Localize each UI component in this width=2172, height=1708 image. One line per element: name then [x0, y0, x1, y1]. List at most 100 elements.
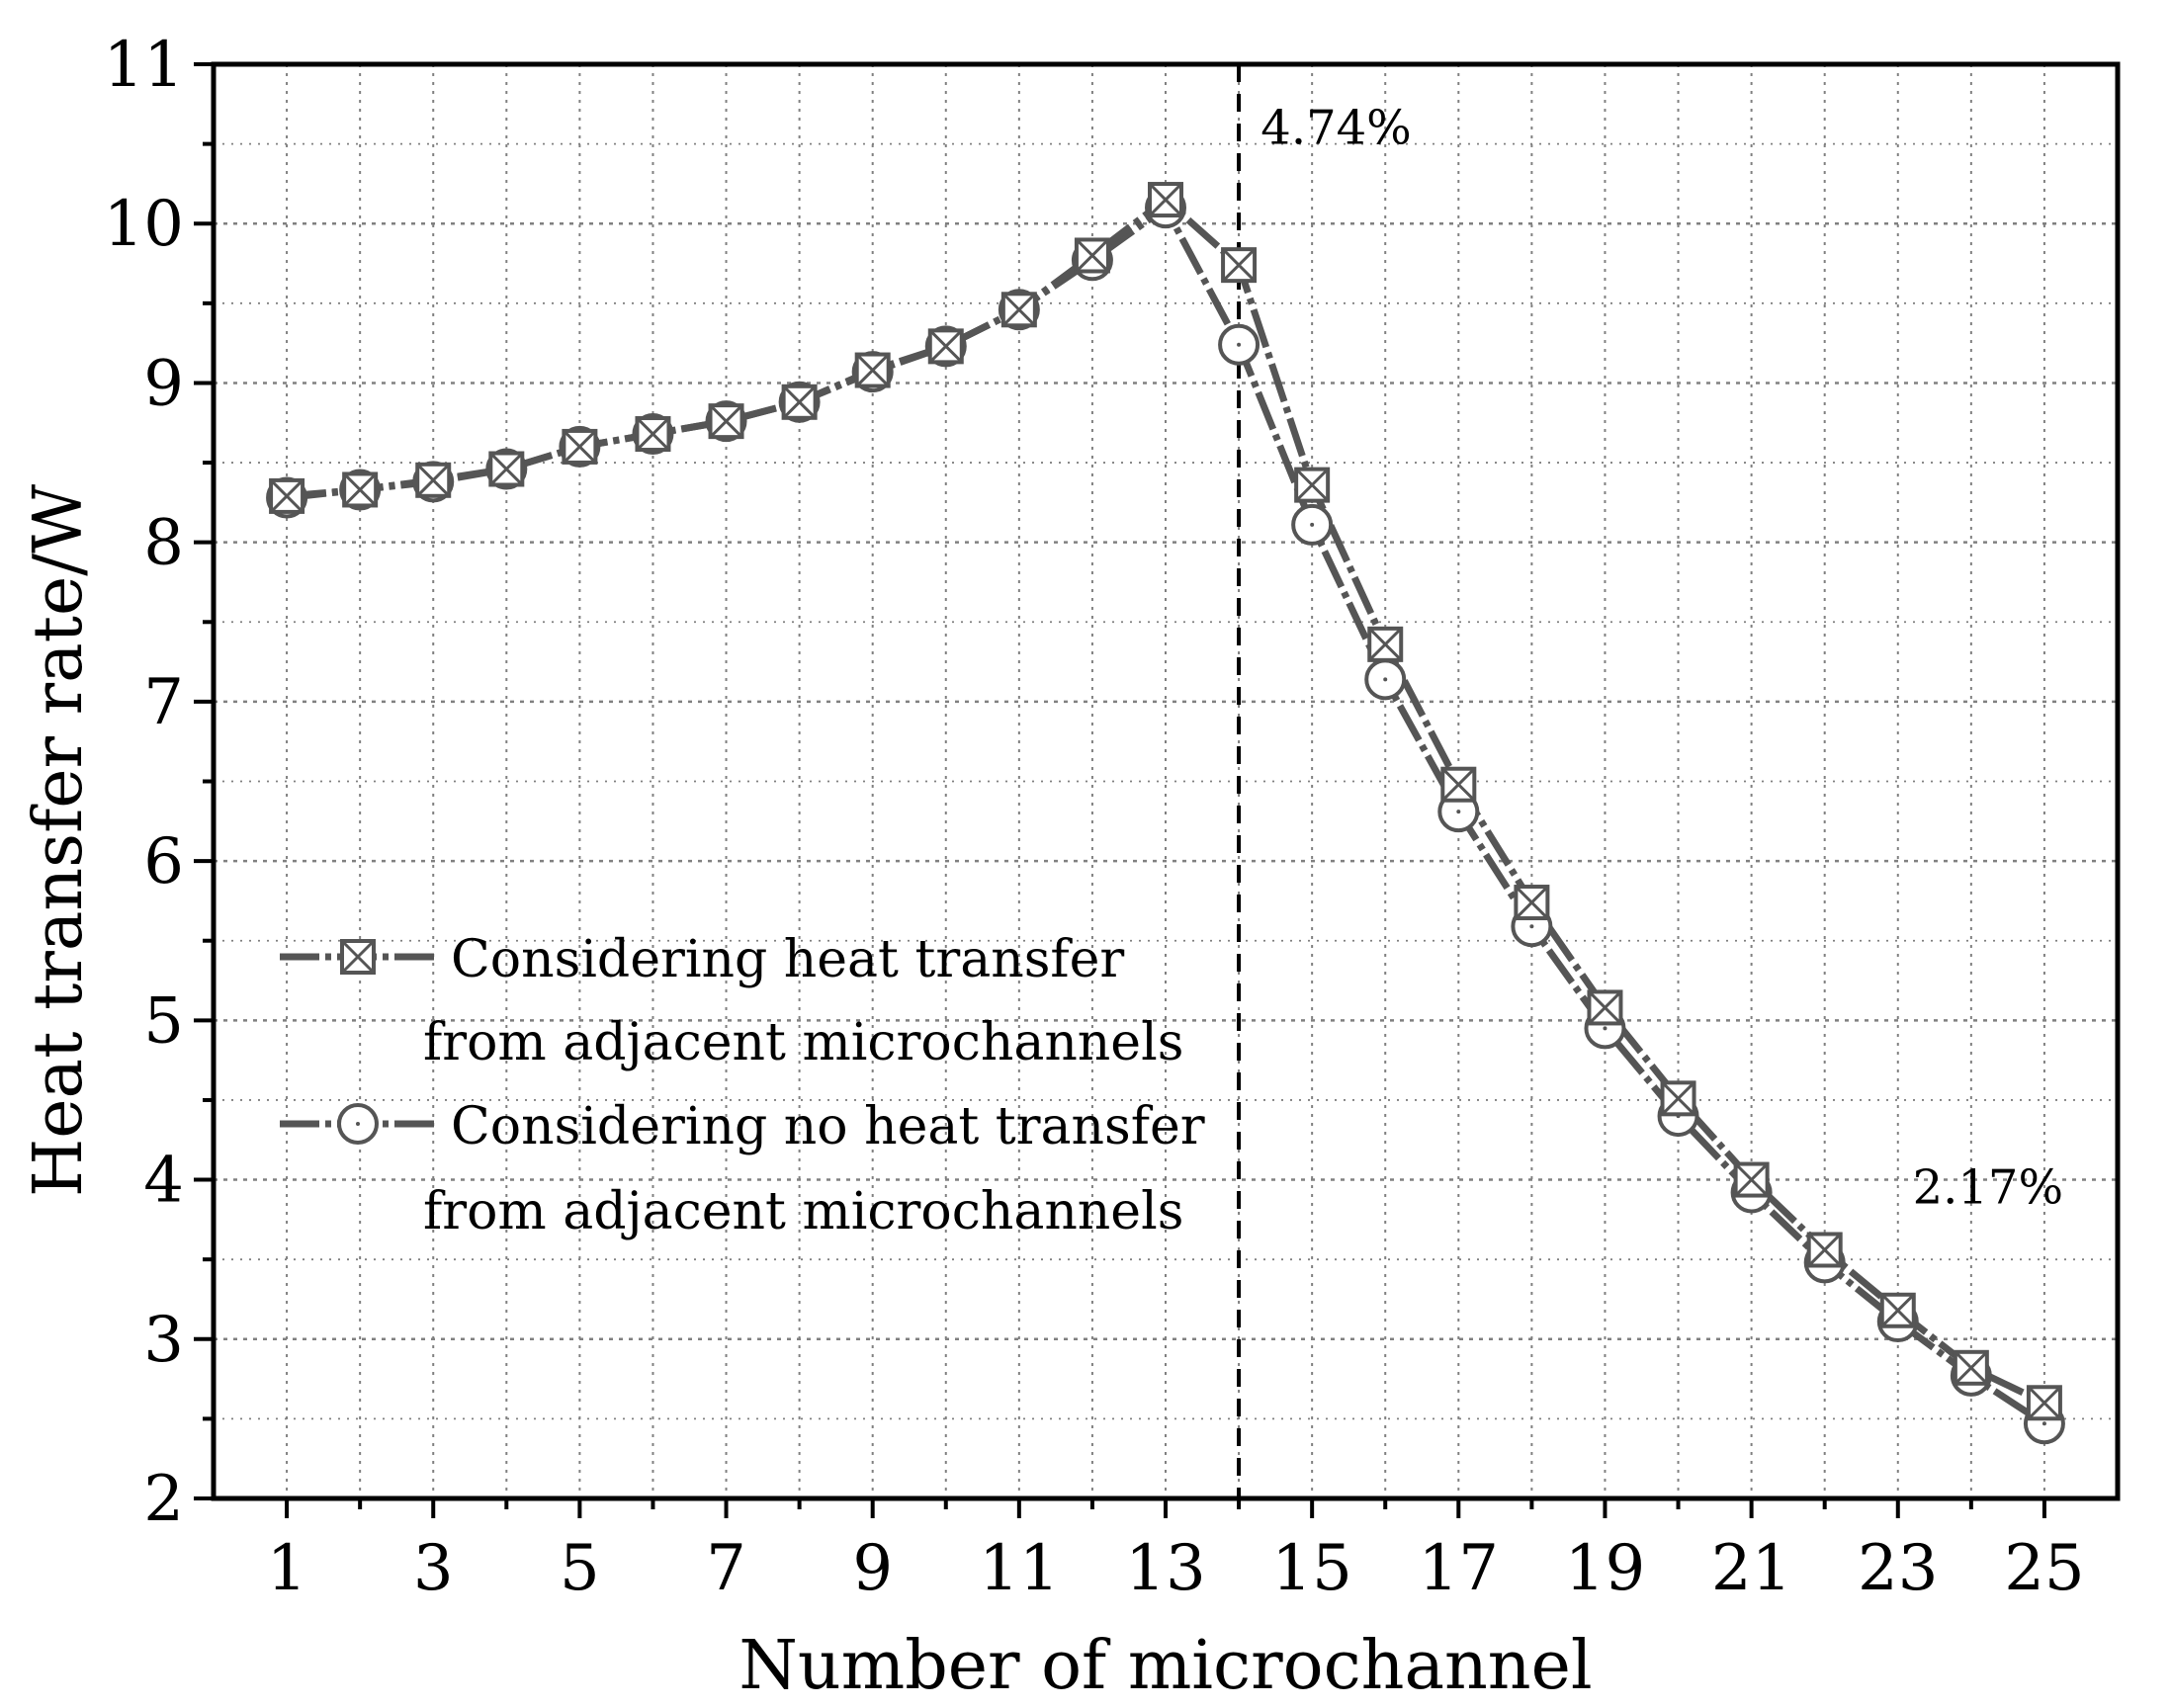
data-point-series-1 [635, 416, 671, 453]
marker-cross-b [1954, 1350, 1988, 1385]
marker-dot [1456, 810, 1461, 814]
marker-cross-b [563, 429, 597, 464]
series-group [266, 182, 2065, 1445]
marker-dot [2042, 1421, 2046, 1426]
legend-marker-circle [337, 1103, 379, 1145]
data-point-series-1 [1294, 467, 1331, 503]
data-point-series-1 [562, 428, 598, 465]
marker-cross-b [782, 384, 817, 419]
marker-cross-b [1295, 468, 1330, 502]
marker-cross-b [1368, 627, 1403, 661]
data-point-series-1 [1587, 989, 1623, 1026]
marker-dot [1383, 677, 1388, 682]
legend-symbol-square-x [280, 939, 437, 975]
legend-label-series-2-line-1: Considering no heat transfer [451, 1097, 1205, 1156]
x-tick-label: 25 [2004, 1532, 2084, 1605]
data-point-series-1 [1367, 626, 1404, 662]
y-tick-label: 7 [143, 666, 184, 739]
x-tick-label: 23 [1858, 1532, 1938, 1605]
marker-cross-b [1734, 1162, 1769, 1197]
y-tick-label: 10 [104, 188, 184, 261]
data-point-series-1 [488, 451, 525, 487]
data-point-series-1 [1660, 1080, 1696, 1117]
data-point-series-1 [1879, 1292, 1916, 1328]
data-point-series-1 [1733, 1161, 1770, 1198]
marker-dot [1237, 342, 1242, 347]
marker-cross-b [1148, 182, 1183, 217]
annotation-end-difference: 2.17% [1913, 1160, 2063, 1216]
marker-cross-b [1001, 293, 1036, 327]
x-tick-label: 21 [1711, 1532, 1791, 1605]
legend-marker-square-x [340, 939, 376, 975]
marker-cross-b [709, 404, 743, 439]
marker-cross-b [1441, 767, 1476, 802]
y-tick-label: 11 [104, 29, 184, 102]
marker-cross-b [340, 939, 376, 975]
marker-cross-b [416, 463, 451, 497]
data-point-series-1 [1148, 182, 1183, 218]
marker-cross-b [1661, 1081, 1695, 1116]
marker-cross-b [636, 416, 670, 452]
data-point-series-1 [1806, 1232, 1843, 1268]
x-tick-label: 17 [1419, 1532, 1499, 1605]
marker-cross-b [270, 478, 304, 513]
x-tick-label: 11 [979, 1532, 1059, 1605]
data-point-series-1 [781, 384, 818, 420]
x-axis-title: Number of microchannel [738, 1627, 1592, 1705]
marker-cross-b [2027, 1386, 2061, 1420]
legend-symbol-circle [280, 1103, 437, 1145]
marker-cross-b [1588, 990, 1622, 1025]
x-tick-label: 19 [1565, 1532, 1645, 1605]
legend-label-series-1-line-2: from adjacent microchannels [423, 1013, 1183, 1072]
marker-cross-b [489, 452, 524, 486]
x-tick-label: 7 [706, 1532, 746, 1605]
y-tick-label: 5 [143, 984, 184, 1058]
x-tick-label: 1 [267, 1532, 307, 1605]
marker-cross-b [343, 472, 378, 507]
marker-cross-b [1807, 1233, 1842, 1267]
x-tick-label: 15 [1271, 1532, 1351, 1605]
marker-dot [1529, 924, 1534, 929]
marker-cross-b [1880, 1293, 1915, 1327]
legend-label-series-2-line-2: from adjacent microchannels [423, 1182, 1183, 1241]
data-point-series-1 [927, 328, 964, 365]
data-point-series-1 [854, 352, 891, 388]
data-point-series-1 [2026, 1385, 2062, 1421]
marker-dot [1603, 1026, 1607, 1031]
data-point-series-2 [1364, 658, 1407, 701]
data-point-series-1 [1953, 1349, 1989, 1386]
data-point-series-1 [342, 471, 379, 508]
y-tick-label: 8 [143, 507, 184, 580]
data-point-series-2 [1218, 323, 1260, 366]
y-tick-label: 2 [143, 1463, 184, 1536]
marker-dot [356, 1122, 360, 1126]
grid [214, 64, 2118, 1498]
data-point-series-1 [415, 462, 452, 498]
y-tick-label: 6 [143, 825, 184, 898]
legend-label-series-1-line-1: Considering heat transfer [451, 930, 1124, 989]
marker-cross-b [928, 329, 963, 364]
y-tick-label: 3 [143, 1304, 184, 1377]
y-axis-title: Heat transfer rate/W [20, 484, 98, 1197]
data-point-series-2 [1291, 503, 1334, 546]
y-tick-label: 9 [143, 347, 184, 420]
marker-cross-b [1515, 885, 1549, 920]
marker-cross-b [855, 353, 890, 387]
data-point-series-1 [269, 477, 305, 514]
data-point-series-1 [1221, 247, 1258, 284]
data-point-series-1 [1514, 885, 1550, 921]
x-tick-label: 13 [1125, 1532, 1205, 1605]
data-point-series-1 [1074, 237, 1110, 274]
data-point-series-1 [1000, 292, 1037, 328]
marker-dot [1310, 522, 1315, 527]
x-tick-label: 5 [560, 1532, 600, 1605]
data-point-series-1 [1440, 766, 1477, 803]
legend: Considering heat transfer from adjacent … [280, 930, 1205, 1241]
data-point-series-1 [708, 403, 744, 440]
x-tick-label: 9 [852, 1532, 893, 1605]
annotation-peak-difference: 4.74% [1260, 101, 1411, 156]
marker-cross-b [1075, 238, 1109, 273]
